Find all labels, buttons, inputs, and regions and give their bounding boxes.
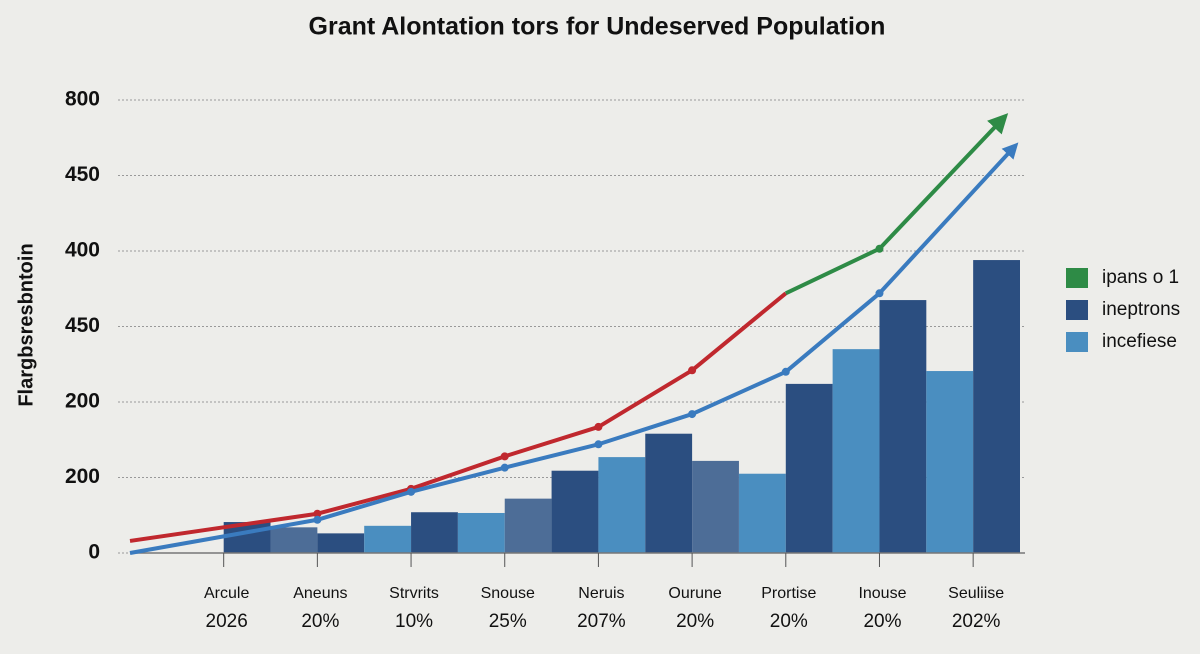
x-tick-label: 20% bbox=[676, 611, 714, 632]
x-tick-label: Neruis bbox=[578, 585, 624, 602]
y-tick-label: 400 bbox=[65, 239, 100, 262]
bar bbox=[551, 470, 599, 553]
point bbox=[594, 422, 603, 431]
bar bbox=[457, 512, 505, 553]
x-tick-label: Seuliise bbox=[948, 585, 1004, 602]
bar bbox=[832, 349, 880, 553]
bar bbox=[973, 260, 1020, 553]
x-tick-label: 202% bbox=[952, 611, 1001, 632]
x-tick-label: 20% bbox=[770, 611, 808, 632]
x-tick-label: 20% bbox=[301, 611, 339, 632]
x-tick-label: 25% bbox=[489, 611, 527, 632]
point bbox=[688, 366, 697, 375]
bar bbox=[411, 512, 458, 553]
point bbox=[313, 509, 322, 518]
x-tick-label: 20% bbox=[863, 611, 901, 632]
legend-swatch bbox=[1066, 300, 1088, 320]
point bbox=[313, 515, 322, 524]
x-tick-label: Prortise bbox=[761, 585, 816, 602]
bar bbox=[926, 371, 974, 553]
legend-swatch bbox=[1066, 268, 1088, 288]
bar bbox=[738, 473, 786, 553]
legend-label: incefiese bbox=[1102, 331, 1177, 352]
x-tick-label: Ourune bbox=[668, 585, 721, 602]
bar bbox=[364, 525, 412, 553]
point bbox=[500, 463, 509, 472]
y-tick-label: 200 bbox=[65, 465, 100, 488]
bar bbox=[692, 460, 739, 553]
y-axis-label: Flargbsresbntoin bbox=[15, 243, 37, 406]
legend-swatch bbox=[1066, 332, 1088, 352]
y-tick-label: 0 bbox=[88, 541, 100, 564]
bar bbox=[270, 527, 318, 553]
x-tick-label: 207% bbox=[577, 611, 626, 632]
x-tick-label: 2026 bbox=[206, 611, 248, 632]
x-tick-label: 10% bbox=[395, 611, 433, 632]
y-tick-label: 200 bbox=[65, 390, 100, 413]
legend-label: ineptrons bbox=[1102, 299, 1180, 320]
point bbox=[875, 289, 884, 298]
x-tick-label: Arcule bbox=[204, 585, 249, 602]
y-tick-label: 450 bbox=[65, 163, 100, 186]
y-tick-label: 450 bbox=[65, 314, 100, 337]
y-tick-label: 800 bbox=[65, 88, 100, 111]
bar bbox=[598, 457, 646, 553]
chart-title: Grant Alontation tors for Undeserved Pop… bbox=[309, 13, 886, 41]
legend-label: ipans o 1 bbox=[1102, 267, 1179, 288]
bar bbox=[785, 383, 833, 553]
point bbox=[594, 440, 603, 449]
x-tick-label: Aneuns bbox=[293, 585, 347, 602]
point bbox=[407, 487, 416, 496]
point bbox=[781, 367, 790, 376]
x-tick-label: Inouse bbox=[858, 585, 906, 602]
x-tick-label: Snouse bbox=[481, 585, 535, 602]
bar bbox=[504, 498, 552, 553]
bar bbox=[879, 300, 927, 553]
point bbox=[500, 452, 509, 461]
point bbox=[688, 410, 697, 419]
bar bbox=[645, 433, 693, 553]
point bbox=[875, 244, 884, 253]
x-tick-label: Strvrits bbox=[389, 585, 439, 602]
bar bbox=[317, 533, 365, 553]
